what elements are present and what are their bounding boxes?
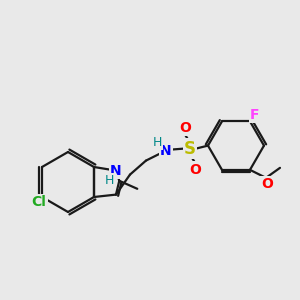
Text: N: N xyxy=(110,164,122,178)
Text: O: O xyxy=(189,163,201,177)
Text: F: F xyxy=(250,108,260,122)
Text: S: S xyxy=(184,140,196,158)
Text: O: O xyxy=(179,121,191,135)
Text: Cl: Cl xyxy=(32,195,46,209)
Text: H: H xyxy=(152,136,162,149)
Text: H: H xyxy=(104,174,114,187)
Text: N: N xyxy=(160,144,172,158)
Text: O: O xyxy=(261,177,273,191)
